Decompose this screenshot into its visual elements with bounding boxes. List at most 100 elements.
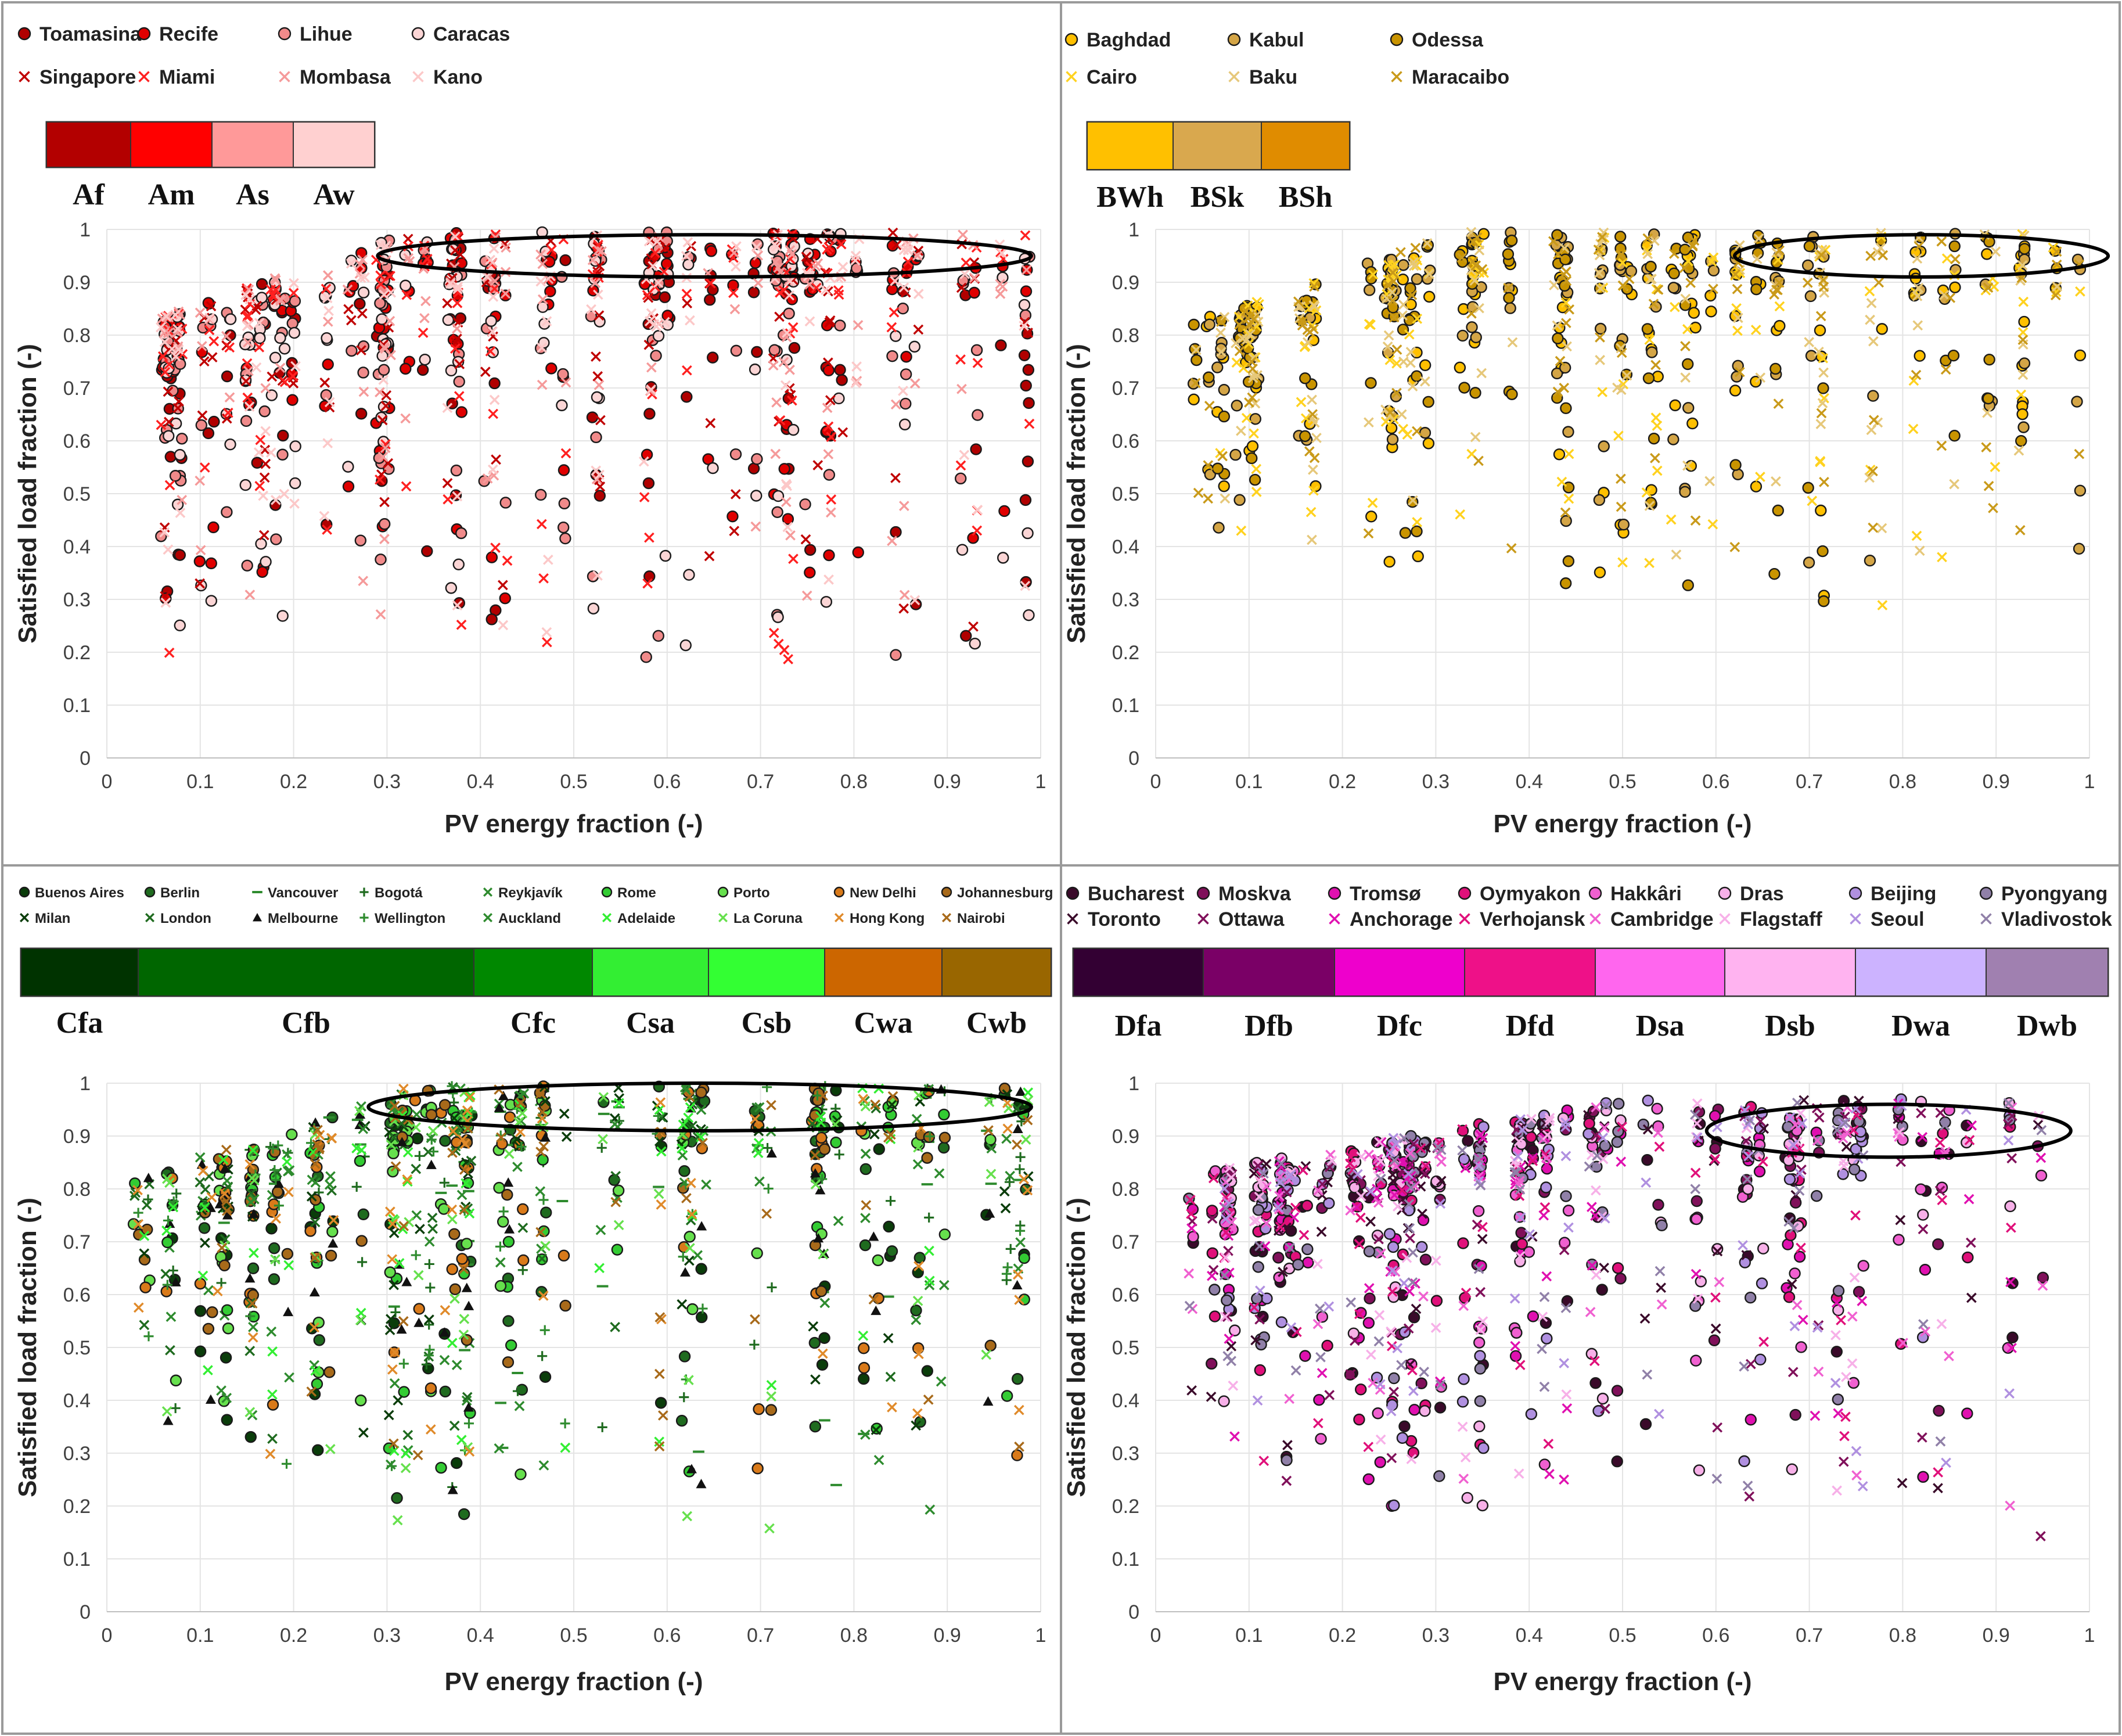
data-point	[1011, 1449, 1023, 1461]
data-point	[163, 328, 174, 339]
data-point	[1408, 260, 1419, 271]
data-point	[403, 253, 414, 264]
x-axis-title: PV energy fraction (-)	[1494, 1667, 1752, 1696]
data-point	[1832, 1285, 1845, 1297]
legend-marker	[834, 912, 844, 923]
data-point	[171, 335, 181, 346]
data-point	[328, 1238, 339, 1248]
legend-label: Berlin	[160, 885, 200, 901]
data-point	[1667, 433, 1679, 445]
data-point	[897, 303, 909, 315]
data-point	[456, 1253, 468, 1265]
data-point	[1708, 252, 1719, 263]
x-tick-label: 0.8	[840, 1624, 868, 1647]
data-point	[452, 231, 463, 242]
data-point	[886, 1196, 896, 1206]
data-point	[517, 1203, 529, 1216]
x-tick-label: 0.2	[1329, 771, 1356, 793]
data-point	[375, 553, 387, 566]
y-tick-label: 0.3	[1112, 1443, 1139, 1465]
data-point	[1814, 346, 1824, 357]
data-point	[194, 1277, 207, 1290]
data-point	[804, 566, 816, 579]
zone-swatch	[592, 948, 709, 997]
data-point	[1251, 463, 1262, 475]
data-point	[221, 330, 232, 342]
data-point	[967, 532, 979, 544]
data-point	[1236, 525, 1247, 536]
data-point	[1936, 236, 1947, 247]
data-point	[1893, 1234, 1905, 1246]
data-point	[659, 549, 672, 562]
data-point	[383, 458, 394, 469]
data-point	[461, 1238, 473, 1250]
data-point	[1457, 1237, 1469, 1249]
data-point	[1752, 229, 1764, 242]
data-point	[822, 402, 833, 414]
data-point	[240, 415, 253, 427]
data-point	[1818, 353, 1829, 364]
data-point	[1458, 1153, 1470, 1166]
data-point	[276, 448, 289, 461]
data-point	[325, 1249, 337, 1262]
data-point	[161, 1236, 174, 1249]
legend-marker	[1067, 913, 1078, 925]
data-point	[1363, 528, 1374, 539]
data-point	[1249, 413, 1261, 425]
data-point	[594, 310, 605, 321]
data-point	[1549, 280, 1559, 290]
y-tick-label: 0.3	[63, 1443, 91, 1465]
data-point	[1756, 1277, 1768, 1289]
data-point	[1654, 1408, 1664, 1419]
data-point	[1470, 432, 1481, 443]
data-point	[1515, 1360, 1526, 1371]
data-point	[1407, 381, 1418, 391]
data-point	[208, 415, 220, 428]
data-point	[650, 350, 662, 362]
data-point	[1616, 473, 1626, 484]
x-tick-label: 0.4	[467, 1624, 494, 1647]
data-point	[1917, 1471, 1929, 1483]
data-point	[788, 553, 799, 565]
data-point	[355, 1394, 367, 1407]
data-point	[400, 362, 412, 375]
data-point	[643, 236, 654, 247]
data-point	[1242, 334, 1252, 345]
data-point	[346, 258, 357, 269]
data-point	[900, 368, 912, 380]
x-tick-label: 1	[2084, 1624, 2095, 1647]
data-point	[160, 1268, 171, 1279]
data-point	[1231, 337, 1241, 348]
data-point	[286, 317, 298, 329]
data-point	[243, 284, 254, 295]
legend-label: Beijing	[1871, 883, 1936, 905]
data-point	[1215, 343, 1227, 355]
data-point	[517, 1254, 530, 1267]
data-point	[816, 1358, 829, 1371]
data-point	[1685, 460, 1697, 472]
data-point	[254, 332, 266, 344]
data-point	[898, 418, 911, 431]
legend-marker	[1328, 886, 1341, 900]
data-point	[1507, 337, 1518, 348]
data-point	[538, 337, 550, 349]
data-point	[239, 479, 251, 491]
data-point	[194, 1305, 207, 1317]
legend-item: Johannesburg	[941, 885, 1053, 901]
data-point	[559, 532, 571, 545]
y-tick-label: 0.4	[1112, 536, 1139, 558]
data-point	[1015, 1164, 1025, 1174]
data-point	[921, 1152, 933, 1164]
data-point	[643, 339, 654, 350]
zone-label: Csb	[742, 1007, 792, 1040]
data-point	[681, 289, 692, 299]
legend-item: Vancouver	[252, 885, 338, 901]
data-point	[1346, 1297, 1357, 1308]
data-point	[438, 1099, 451, 1111]
data-point	[1281, 1454, 1293, 1467]
data-point	[1434, 1401, 1447, 1414]
data-point	[1652, 465, 1663, 476]
legend-item: Oymyakon	[1458, 883, 1581, 905]
data-point	[1793, 1250, 1806, 1263]
data-point	[1774, 319, 1786, 332]
